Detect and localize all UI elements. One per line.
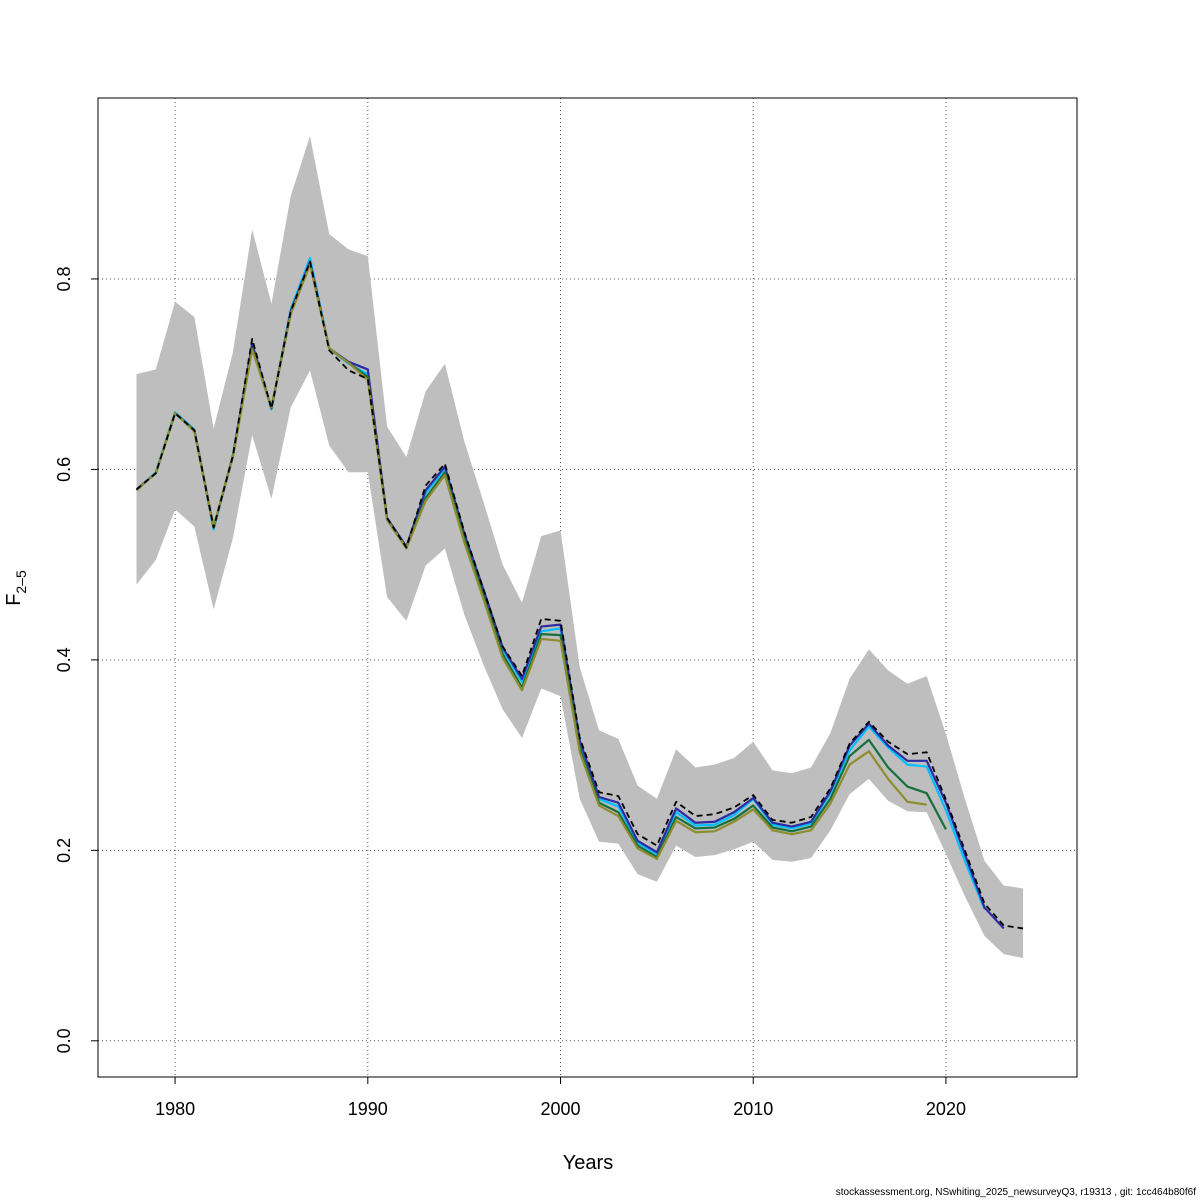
series-line-5 — [135, 260, 1024, 930]
grid — [98, 98, 1077, 1077]
x-tick-label: 2010 — [733, 1099, 773, 1119]
y-tick-label: 0.4 — [54, 647, 74, 672]
x-tick-label: 2020 — [926, 1099, 966, 1119]
confidence-band-layer — [136, 136, 1024, 958]
confidence-band — [136, 136, 1024, 958]
series-line-4 — [135, 263, 927, 861]
footer-credit: stockassessment.org, NSwhiting_2025_news… — [835, 1187, 1196, 1198]
y-tick-label: 0.0 — [54, 1028, 74, 1053]
y-axis-title: F2–5 — [3, 570, 29, 606]
x-tick-label: 2000 — [540, 1099, 580, 1119]
y-axis-title-main: F — [3, 594, 25, 606]
plot-frame — [97, 97, 1078, 1078]
x-tick-label: 1990 — [348, 1099, 388, 1119]
y-tick-label: 0.6 — [54, 457, 74, 482]
x-axis-title: Years — [563, 1152, 613, 1174]
series-layer — [135, 256, 1024, 930]
y-tick-label: 0.8 — [54, 266, 74, 291]
y-axis: 0.0 0.2 0.4 0.6 0.8 — [54, 266, 98, 1053]
y-axis-title-subscript: 2–5 — [13, 570, 29, 594]
x-axis: 1980 1990 2000 2010 2020 — [155, 1077, 966, 1119]
x-tick-label: 1980 — [155, 1099, 195, 1119]
y-tick-label: 0.2 — [54, 838, 74, 863]
